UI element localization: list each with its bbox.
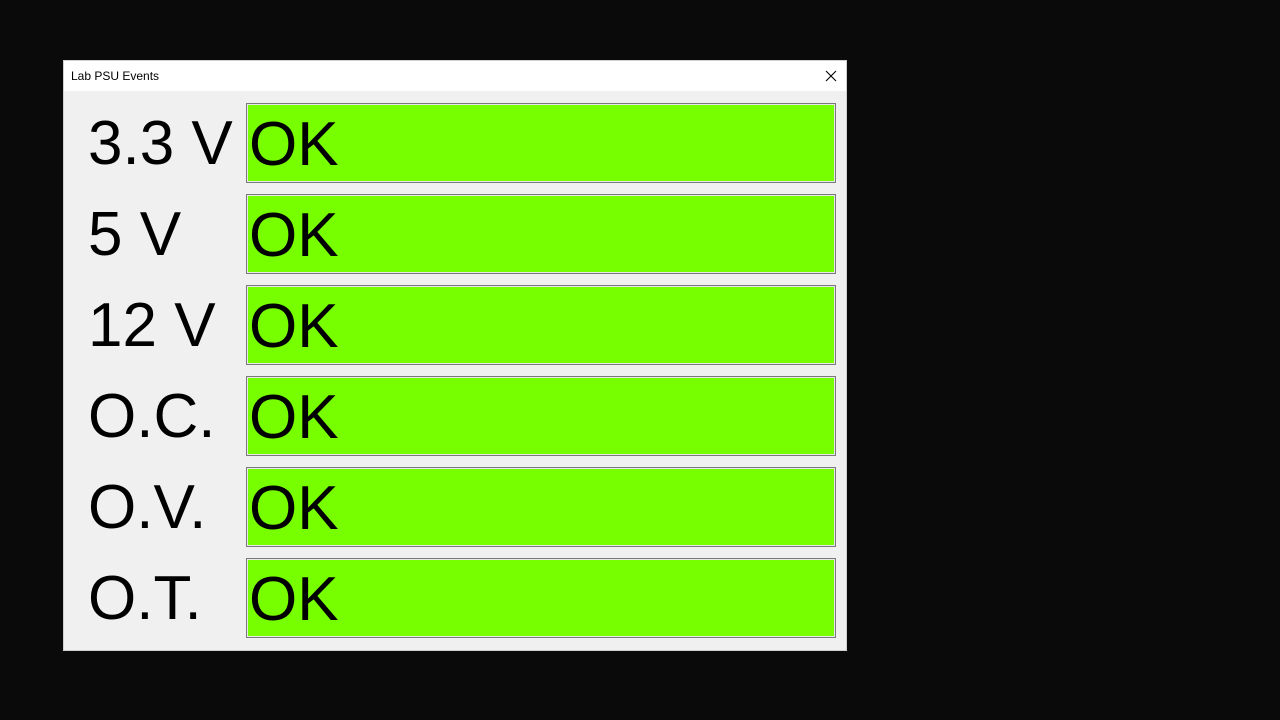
- row-label: O.T.: [88, 564, 202, 633]
- window-title: Lab PSU Events: [71, 69, 160, 83]
- status-row-5v: 5 V OK: [64, 194, 846, 274]
- row-label: 3.3 V: [88, 109, 233, 178]
- status-text: OK: [249, 383, 339, 452]
- status-indicator: OK: [246, 103, 836, 183]
- status-indicator: OK: [246, 558, 836, 638]
- close-icon: [825, 70, 837, 82]
- status-text: OK: [249, 565, 339, 634]
- row-label: O.V.: [88, 473, 207, 542]
- status-text: OK: [249, 474, 339, 543]
- status-text: OK: [249, 110, 339, 179]
- status-row-3v3: 3.3 V OK: [64, 103, 846, 183]
- title-bar[interactable]: Lab PSU Events: [64, 61, 846, 91]
- status-row-over-voltage: O.V. OK: [64, 467, 846, 547]
- status-indicator: OK: [246, 194, 836, 274]
- status-panel: 3.3 V OK 5 V OK 12 V OK O.C. OK O.V.: [64, 91, 846, 650]
- status-row-over-current: O.C. OK: [64, 376, 846, 456]
- row-label: O.C.: [88, 382, 216, 451]
- status-row-12v: 12 V OK: [64, 285, 846, 365]
- psu-events-window: Lab PSU Events 3.3 V OK 5 V OK 12 V OK: [63, 60, 847, 651]
- row-label: 12 V: [88, 291, 216, 360]
- row-label: 5 V: [88, 200, 182, 269]
- status-indicator: OK: [246, 376, 836, 456]
- status-indicator: OK: [246, 467, 836, 547]
- status-text: OK: [249, 201, 339, 270]
- status-indicator: OK: [246, 285, 836, 365]
- status-text: OK: [249, 292, 339, 361]
- status-row-over-temperature: O.T. OK: [64, 558, 846, 638]
- close-button[interactable]: [816, 61, 846, 91]
